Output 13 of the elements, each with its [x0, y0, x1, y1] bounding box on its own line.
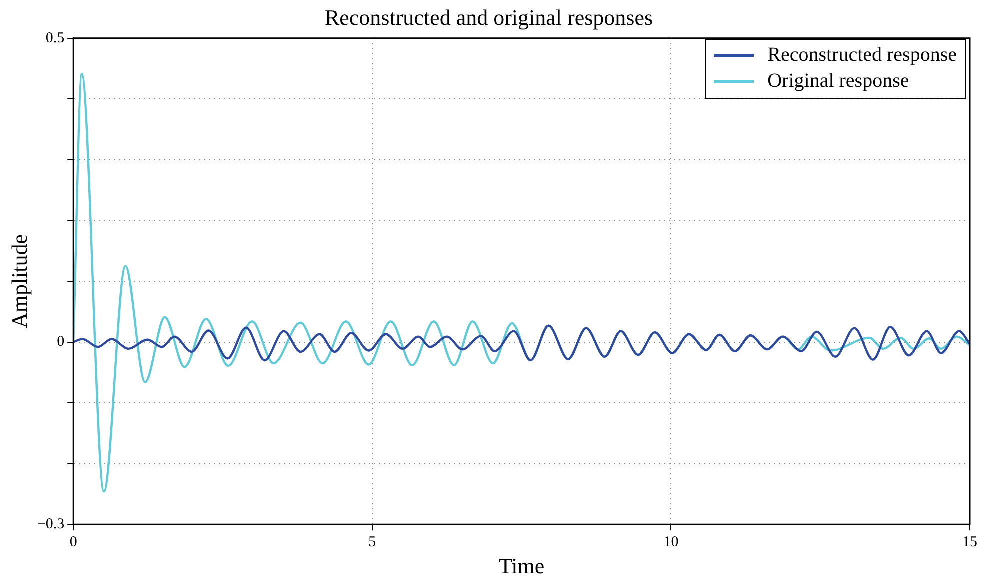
y-tick-label: −0.3: [37, 516, 65, 533]
y-tick-label: 0: [57, 334, 65, 350]
x-tick-label: 15: [962, 534, 978, 551]
x-tick-label: 10: [664, 534, 679, 551]
legend-label: Reconstructed response: [768, 43, 957, 68]
y-axis-title: Amplitude: [6, 234, 32, 329]
chart-title: Reconstructed and original responses: [324, 4, 654, 30]
x-axis-title: Time: [498, 554, 545, 579]
x-tick-label: 5: [368, 534, 376, 551]
x-tick-label: 0: [70, 534, 78, 551]
legend-label: Original response: [768, 69, 910, 94]
y-tick-label: 0.5: [46, 30, 65, 46]
line-series: [74, 324, 970, 362]
